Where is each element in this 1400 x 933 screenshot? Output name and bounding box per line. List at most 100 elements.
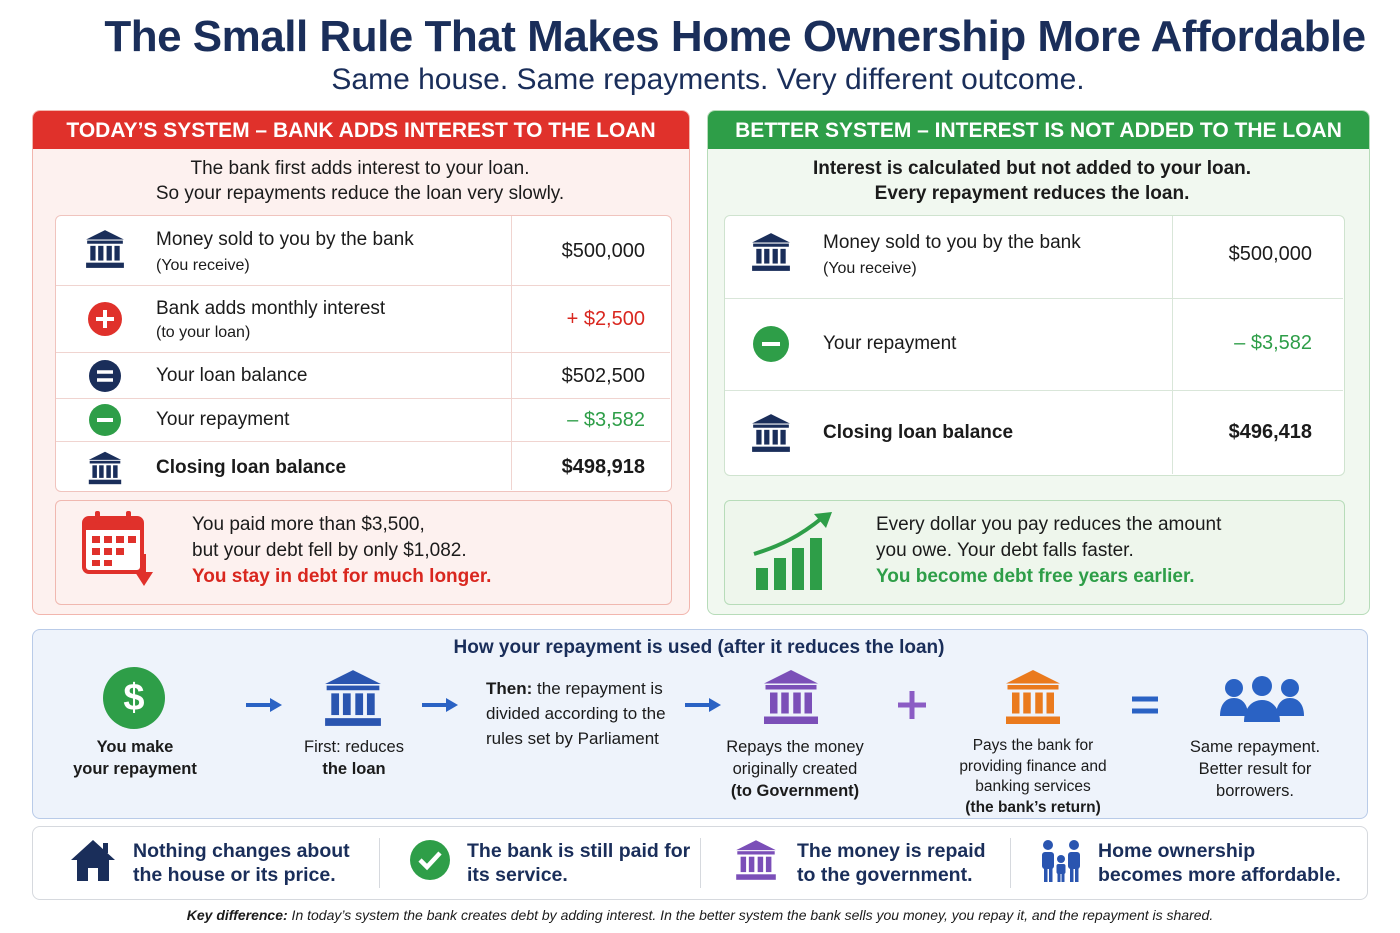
row-note: (to your loan)	[156, 324, 251, 341]
footer-point: Home ownership becomes more affordable.	[1098, 839, 1341, 887]
family-icon	[1042, 840, 1080, 882]
panel-heading: TODAY’S SYSTEM – BANK ADDS INTEREST TO T…	[33, 111, 689, 149]
check-icon	[410, 840, 450, 880]
row-label: Bank adds monthly interest	[156, 298, 386, 319]
arrow	[420, 695, 460, 715]
footer-point: The money is repaid to the government.	[797, 839, 986, 887]
footer-text: to the government.	[797, 864, 973, 886]
step-text: (the bank’s return)	[965, 798, 1101, 816]
callout-line: You paid more than $3,500,	[192, 514, 425, 535]
divider	[725, 390, 1343, 391]
dollar-icon: $	[103, 667, 165, 729]
row-amount: – $3,582	[1234, 332, 1312, 354]
callout-line: Every dollar you pay reduces the amount	[876, 514, 1222, 535]
intro-line: Every repayment reduces the loan.	[874, 183, 1190, 204]
row-amount: $500,000	[1228, 243, 1312, 265]
arrow	[244, 695, 284, 715]
step-text: Repays the money originally created	[726, 738, 864, 778]
divider	[725, 298, 1343, 299]
plus-sign	[898, 691, 926, 719]
key-note: Key difference: In today’s system the ba…	[0, 907, 1400, 923]
footer-text: the house or its price.	[133, 864, 336, 886]
row-amount: $500,000	[561, 240, 645, 262]
footer-point: The bank is still paid for its service.	[467, 839, 690, 887]
bank-icon	[322, 667, 384, 729]
minus-icon	[753, 326, 789, 362]
flow-title: How your repayment is used (after it red…	[453, 637, 945, 658]
bank-icon	[87, 450, 123, 486]
step-text: Same repayment. Better result for borrow…	[1189, 738, 1321, 800]
panel-heading: BETTER SYSTEM – INTEREST IS NOT ADDED TO…	[708, 111, 1369, 149]
divider	[379, 838, 380, 888]
row-label: Your repayment	[156, 409, 290, 430]
equals-icon	[89, 360, 121, 392]
callout	[55, 500, 672, 605]
step-text: your repayment	[73, 760, 197, 778]
callout-line: but your debt fell by only $1,082.	[192, 540, 467, 561]
intro-line: The bank first adds interest to your loa…	[190, 158, 530, 179]
divider	[56, 285, 670, 286]
equals-sign	[1132, 696, 1158, 714]
footer-text: Home ownership	[1098, 840, 1256, 862]
row-amount: $502,500	[561, 365, 645, 387]
intro-line: So your repayments reduce the loan very …	[155, 183, 565, 204]
divider	[700, 838, 701, 888]
intro-line: Interest is calculated but not added to …	[812, 158, 1252, 179]
flow-step: Repays the money originally created (to …	[715, 736, 875, 802]
plus-icon	[88, 302, 122, 336]
table	[55, 215, 672, 492]
bank-icon	[750, 412, 792, 454]
flow-step: Same repayment. Better result for borrow…	[1180, 736, 1330, 802]
title: The Small Rule That Makes Home Ownership…	[104, 12, 1366, 61]
row-note: (You receive)	[156, 257, 250, 274]
bank-icon	[761, 667, 821, 727]
row-label: Money sold to you by the bank	[156, 229, 414, 250]
step-text: Pays the bank for providing finance and …	[959, 737, 1107, 795]
flow-step: First: reduces the loan	[274, 736, 434, 780]
minus-icon	[89, 404, 121, 436]
svg-text:$: $	[123, 677, 144, 719]
callout-line: you owe. Your debt falls faster.	[876, 540, 1134, 561]
footer-text: The money is repaid	[797, 840, 986, 862]
row-label: Your loan balance	[156, 365, 308, 386]
calendar-icon	[82, 511, 153, 586]
growth-icon	[753, 512, 832, 590]
divider	[1010, 838, 1011, 888]
step-text: Then:	[486, 679, 533, 698]
table	[724, 215, 1345, 476]
divider	[56, 398, 670, 399]
row-amount: – $3,582	[567, 409, 645, 431]
bank-icon	[750, 231, 792, 273]
row-label: Money sold to you by the bank	[823, 232, 1081, 253]
flow-step: Then: the repayment is divided according…	[486, 676, 666, 751]
footer-text: Nothing changes about	[133, 840, 350, 862]
row-note: (You receive)	[823, 260, 917, 277]
key-label: Key difference:	[186, 907, 288, 923]
step-text: the loan	[322, 760, 386, 778]
row-label: Your repayment	[823, 333, 957, 354]
divider	[1172, 216, 1173, 474]
row-label: Closing loan balance	[823, 422, 1014, 443]
callout-line: You stay in debt for much longer.	[192, 566, 492, 587]
divider	[511, 216, 512, 490]
flow-step: You make your repayment	[55, 736, 215, 780]
flow-panel	[32, 629, 1368, 819]
step-text: (to Government)	[730, 782, 860, 800]
footer-point: Nothing changes about the house or its pr…	[133, 839, 350, 887]
footer-text: becomes more affordable.	[1098, 864, 1341, 886]
step-text: the repayment is divided according to th…	[486, 679, 666, 748]
divider	[56, 352, 670, 353]
step-text: First: reduces	[304, 738, 404, 756]
key-text: In today’s system the bank creates debt …	[287, 907, 1214, 923]
house-icon	[71, 840, 115, 881]
divider	[56, 441, 670, 442]
subtitle: Same house. Same repayments. Very differ…	[331, 63, 1085, 96]
step-text: You make	[96, 738, 174, 756]
flow-step: Pays the bank for providing finance and …	[948, 736, 1118, 818]
people-icon	[1220, 676, 1304, 722]
bank-icon	[84, 228, 126, 270]
arrow	[683, 695, 723, 715]
row-amount: $496,418	[1228, 421, 1312, 443]
